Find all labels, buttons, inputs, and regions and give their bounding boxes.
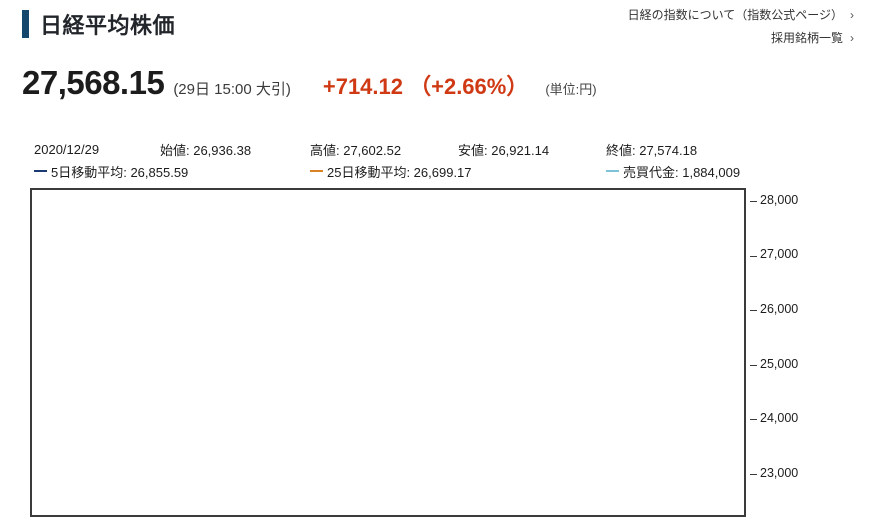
page-header: 日経平均株価 日経の指数について（指数公式ページ） › 採用銘柄一覧 › (0, 0, 870, 60)
stat-ma5-label: 5日移動平均: 26,855.59 (51, 164, 189, 180)
stat-high: 高値: 27,602.52 (310, 142, 402, 158)
quote-timestamp: (29日 15:00 大引) (173, 81, 291, 98)
y-axis-tick-label: 24,000 (760, 411, 799, 426)
stat-open: 始値: 26,936.38 (160, 142, 252, 158)
stat-volume-label: 売買代金: 1,884,009 (623, 164, 741, 180)
y-axis-tick-label: 26,000 (760, 302, 799, 316)
title-accent-bar (22, 10, 29, 38)
ohlc-row: 2020/12/29 始値: 26,936.38 高値: 27,602.52 安… (34, 138, 794, 160)
stat-low: 安値: 26,921.14 (458, 142, 550, 158)
index-price: 27,568.15 (22, 64, 165, 101)
price-change: +714.12 （+2.66%） (322, 74, 529, 99)
quote-summary: 27,568.15 (29日 15:00 大引) +714.12 （+2.66%… (22, 64, 597, 102)
y-axis-tick-label: 27,000 (760, 247, 799, 262)
stat-ma25-label: 25日移動平均: 26,699.17 (327, 164, 472, 180)
link-index-official-page[interactable]: 日経の指数について（指数公式ページ） › (628, 6, 854, 23)
price-unit: (単位:円) (545, 82, 597, 97)
stat-ma5: 5日移動平均: 26,855.59 (34, 162, 310, 181)
stat-volume: 売買代金: 1,884,009 (606, 162, 740, 181)
stat-close: 終値: 27,574.18 (606, 142, 698, 158)
link-index-official-page-label: 日経の指数について（指数公式ページ） (627, 8, 843, 22)
price-chart[interactable]: 10/111/112/1 (30, 188, 746, 517)
stat-date: 2020/12/29 (34, 141, 100, 157)
y-axis-tick-mark (750, 364, 757, 366)
chevron-right-icon: › (850, 8, 854, 22)
indicator-row: 5日移動平均: 26,855.59 25日移動平均: 26,699.17 売買代… (34, 160, 794, 182)
y-axis-tick-label: 28,000 (760, 192, 799, 207)
y-axis-tick-mark (750, 310, 757, 311)
y-axis-tick-mark (750, 200, 757, 202)
y-axis-tick-mark (750, 255, 757, 257)
stat-ma25: 25日移動平均: 26,699.17 (310, 162, 606, 181)
ma25-line-icon (310, 170, 323, 173)
y-axis-labels: 28,000 27,000 26,000 25,000 24,000 23,000 (750, 188, 860, 517)
y-axis-tick-mark (750, 419, 757, 421)
y-axis-tick-label: 23,000 (760, 465, 799, 480)
volume-line-icon (606, 170, 619, 173)
page-title: 日経平均株価 (22, 8, 175, 40)
link-constituents-list-label: 採用銘柄一覧 (770, 31, 843, 45)
chevron-right-icon: › (850, 31, 854, 45)
header-links: 日経の指数について（指数公式ページ） › 採用銘柄一覧 › (628, 6, 854, 52)
y-axis-tick-mark (750, 473, 757, 475)
link-constituents-list[interactable]: 採用銘柄一覧 › (628, 29, 854, 46)
ma5-line-icon (34, 170, 47, 173)
ohlc-stats: 2020/12/29 始値: 26,936.38 高値: 27,602.52 安… (34, 138, 794, 182)
chart-frame (30, 188, 746, 517)
y-axis-tick-label: 25,000 (760, 356, 799, 371)
page-title-text: 日経平均株価 (40, 13, 176, 38)
